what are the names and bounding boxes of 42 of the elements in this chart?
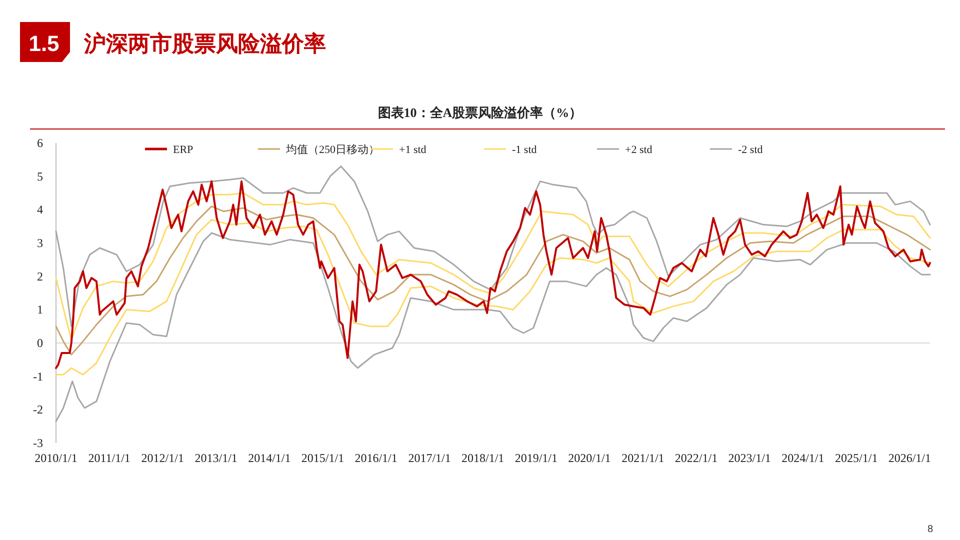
text: 1.5: [28, 31, 60, 56]
x-tick-label: 2026/1/1: [888, 451, 932, 465]
x-tick-label: 2014/1/1: [248, 451, 291, 465]
line-series: [55, 232, 931, 422]
x-tick-label: 2010/1/1: [34, 451, 78, 465]
y-tick-label: 5: [37, 169, 43, 184]
y-tick-label: 6: [37, 136, 43, 150]
line-series: [55, 180, 931, 369]
legend-label: -1 std: [512, 144, 538, 156]
x-tick-label: 2016/1/1: [354, 451, 398, 465]
y-tick-label: -2: [33, 402, 43, 417]
y-tick-label: 2: [37, 269, 43, 284]
legend-label: ERP: [173, 144, 194, 156]
text: 8: [927, 524, 934, 535]
y-tick-label: -3: [33, 436, 43, 450]
x-tick-label: 2023/1/1: [728, 451, 771, 465]
x-tick-label: 2020/1/1: [568, 451, 611, 465]
y-tick-label: 4: [37, 202, 43, 217]
y-tick-label: 3: [37, 236, 43, 250]
x-tick-label: 2018/1/1: [462, 451, 504, 465]
x-tick-label: 2015/1/1: [301, 451, 344, 465]
text: 沪深两市股票风险溢价率: [83, 31, 326, 56]
line-series: [55, 166, 931, 328]
line-series: [55, 218, 931, 376]
y-tick-label: 0: [37, 336, 43, 350]
x-tick-label: 2024/1/1: [782, 451, 824, 465]
x-tick-label: 2021/1/1: [622, 451, 664, 465]
legend-label: -2 std: [738, 144, 764, 156]
x-tick-label: 2017/1/1: [408, 451, 451, 465]
chart-title: 图表10：全A股票风险溢价率（%）: [378, 105, 582, 120]
x-tick-label: 2013/1/1: [194, 451, 238, 465]
line-series: [55, 192, 931, 340]
x-tick-label: 2019/1/1: [514, 451, 558, 465]
legend-label: +1 std: [399, 144, 427, 156]
x-tick-label: 2022/1/1: [674, 451, 718, 465]
x-tick-label: 2025/1/1: [835, 451, 878, 465]
x-tick-label: 2012/1/1: [141, 451, 184, 465]
legend-label: +2 std: [625, 144, 653, 156]
y-tick-label: 1: [37, 302, 43, 317]
x-tick-label: 2011/1/1: [88, 451, 130, 465]
line-series: [55, 206, 931, 356]
y-tick-label: -1: [33, 369, 43, 384]
